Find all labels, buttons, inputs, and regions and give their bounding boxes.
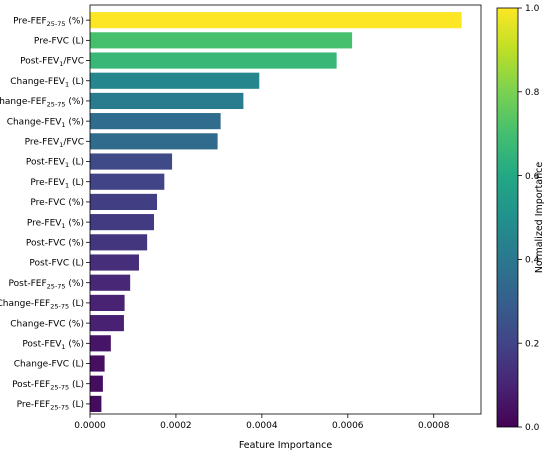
plot-frame <box>89 4 482 415</box>
bar <box>90 92 244 110</box>
y-tick-label: Post-FVC (%) <box>26 239 84 249</box>
y-tick-label: Post-FEF25-75 (%) <box>9 279 84 291</box>
bar <box>90 355 105 372</box>
y-tick-label: Pre-FVC (%) <box>30 198 84 208</box>
colorbar-title: Normalized Importance <box>534 162 545 273</box>
x-tick-label: 0.0002 <box>160 421 192 431</box>
colorbar-tick-label: 0.0 <box>525 423 540 433</box>
colorbar-tick-label: 0.8 <box>525 88 540 98</box>
bar <box>90 52 337 69</box>
y-tick-label: Change-FEV1 (L) <box>10 77 84 89</box>
bar <box>90 335 111 352</box>
bar <box>90 193 158 211</box>
y-tick-label: Post-FEV1 (L) <box>26 158 84 170</box>
y-tick-label: Pre-FEV1 (%) <box>27 218 84 230</box>
bar <box>90 234 148 251</box>
x-tick-label: 0.0004 <box>246 421 278 431</box>
x-tick-label: 0.0000 <box>74 421 106 431</box>
bar <box>90 133 218 150</box>
x-tick-label: 0.0008 <box>418 421 450 431</box>
y-tick-label: Post-FEV1 (%) <box>22 340 84 352</box>
bar <box>90 395 102 412</box>
x-axis-title: Feature Importance <box>239 440 333 451</box>
bar <box>90 173 165 190</box>
y-tick-label: Pre-FEV1/FVC <box>25 138 84 150</box>
y-tick-label: Post-FVC (L) <box>29 259 84 269</box>
y-tick-label: Post-FEF25-75 (L) <box>12 380 84 392</box>
bar <box>90 32 353 49</box>
x-tick-label: 0.0006 <box>332 421 364 431</box>
y-tick-label: Change-FVC (L) <box>14 360 84 370</box>
bar <box>90 214 155 231</box>
bar <box>90 315 124 332</box>
bar <box>90 294 125 311</box>
bar <box>90 375 103 392</box>
y-tick-label: Post-FEV1/FVC <box>20 57 84 69</box>
y-tick-label: Change-FVC (%) <box>10 319 84 329</box>
y-tick-label: Pre-FEF25-75 (%) <box>13 16 84 28</box>
colorbar-tick-label: 1.0 <box>525 4 540 14</box>
bar <box>90 153 173 170</box>
y-tick-label: Change-FEF25-75 (%) <box>0 97 84 109</box>
colorbar-tick-label: 0.4 <box>525 256 540 266</box>
y-tick-label: Change-FEF25-75 (L) <box>0 299 84 311</box>
colorbar-tick-label: 0.2 <box>525 339 539 349</box>
bar <box>90 274 131 291</box>
bar <box>90 254 139 271</box>
y-tick-label: Pre-FEV1 (L) <box>30 178 84 190</box>
colorbar: 0.0 0.2 0.4 0.6 0.8 1.0 Normalized Importance <box>496 4 545 433</box>
y-tick-label: Pre-FEF25-75 (L) <box>17 400 84 412</box>
y-tick-label: Change-FEV1 (%) <box>7 117 84 129</box>
colorbar-tick-label: 0.6 <box>525 172 540 182</box>
bar <box>90 72 260 89</box>
plot-area: Pre-FEF25-75 (%) Pre-FVC (L) Post-FEV1/FVC… <box>0 4 482 451</box>
y-tick-label: Pre-FVC (L) <box>34 37 84 47</box>
bar <box>90 12 462 29</box>
bar <box>90 113 221 130</box>
colorbar-gradient <box>496 7 519 428</box>
